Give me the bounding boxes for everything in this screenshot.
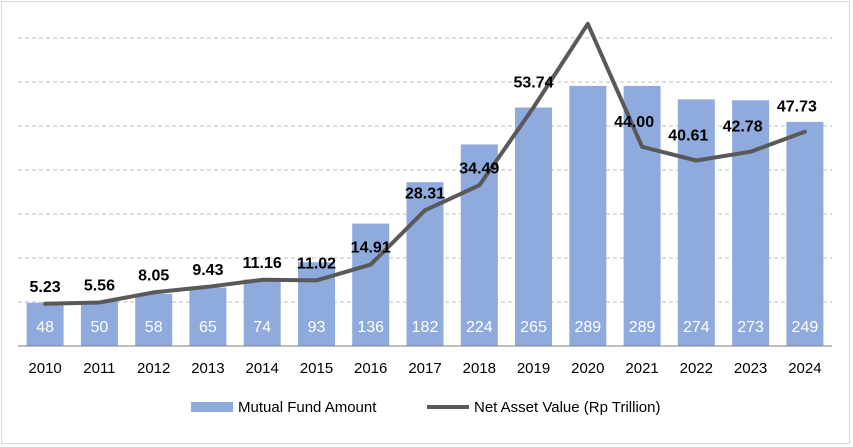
x-tick-label: 2022 [680, 360, 713, 377]
legend-label-line: Net Asset Value (Rp Trillion) [474, 399, 660, 416]
line-value-label: 74.37 [568, 0, 608, 2]
x-tick-label: 2014 [246, 360, 279, 377]
bar-value-label: 65 [199, 319, 217, 336]
line-value-label: 9.43 [192, 262, 223, 279]
x-tick-label: 2013 [191, 360, 224, 377]
bar-value-label: 182 [412, 319, 439, 336]
legend-label-bars: Mutual Fund Amount [238, 399, 377, 416]
bar-value-label: 274 [683, 319, 710, 336]
x-tick-label: 2017 [408, 360, 441, 377]
x-tick-label: 2018 [463, 360, 496, 377]
x-tick-label: 2023 [734, 360, 767, 377]
x-tick-label: 2015 [300, 360, 333, 377]
bar-value-label: 136 [357, 319, 384, 336]
bar-2018 [460, 144, 498, 346]
line-value-label: 11.16 [243, 255, 282, 272]
line-series: 5.23 5.56 8.05 9.43 11.16 11.02 14.91 28.31 34.4… [30, 0, 817, 306]
bar-value-label: 265 [520, 319, 547, 336]
bar-value-label: 58 [145, 319, 163, 336]
bar-series: 48 50 58 65 74 93 136 182 224 265 289 289 274 273 249 [26, 85, 824, 347]
bar-2019 [515, 107, 552, 346]
bar-2022 [677, 99, 715, 347]
bar-2014 [243, 279, 281, 346]
legend-swatch-bars [191, 402, 233, 412]
line-value-label: 5.23 [30, 279, 61, 296]
line-value-label: 14.91 [351, 240, 391, 257]
bar-2021 [623, 85, 661, 347]
line-value-label: 11.02 [297, 255, 336, 272]
x-tick-label: 2020 [571, 360, 604, 377]
x-tick-label: 2010 [28, 360, 61, 377]
line-value-label: 40.61 [668, 128, 708, 145]
bar-2013 [189, 287, 227, 346]
bar-value-label: 50 [91, 319, 109, 336]
legend: Mutual Fund Amount Net Asset Value (Rp T… [191, 399, 660, 416]
bar-2016 [352, 223, 390, 346]
bar-value-label: 273 [737, 319, 764, 336]
bar-2024 [786, 121, 824, 347]
line-value-label: 47.73 [777, 99, 817, 116]
line-value-label: 34.49 [459, 160, 499, 177]
bar-2011 [80, 301, 118, 346]
line-value-label: 42.78 [723, 119, 763, 136]
bar-value-label: 93 [308, 319, 326, 336]
line-path [43, 21, 807, 306]
x-tick-labels: 2010 2011 2012 2013 2014 2015 2016 2017 2018 2019… [28, 360, 821, 377]
line-value-label: 53.74 [513, 74, 553, 91]
bar-value-label: 48 [36, 319, 54, 336]
bar-value-label: 249 [792, 319, 819, 336]
x-tick-label: 2019 [517, 360, 550, 377]
bar-value-label: 289 [574, 319, 601, 336]
bar-value-label: 224 [466, 319, 493, 336]
line-value-label: 5.56 [84, 278, 115, 295]
line-value-label: 44.00 [614, 114, 654, 131]
bar-value-label: 74 [253, 319, 271, 336]
bar-2023 [732, 100, 770, 346]
bar-2020 [569, 85, 607, 347]
x-tick-label: 2024 [788, 360, 821, 377]
line-value-label: 8.05 [138, 267, 169, 284]
bar-2012 [135, 293, 173, 346]
x-tick-label: 2011 [83, 360, 115, 377]
x-tick-label: 2012 [137, 360, 170, 377]
x-tick-label: 2016 [354, 360, 387, 377]
bar-2010 [26, 302, 64, 346]
line-value-label: 28.31 [405, 185, 445, 202]
x-tick-label: 2021 [625, 360, 658, 377]
bar-value-label: 289 [629, 319, 656, 336]
